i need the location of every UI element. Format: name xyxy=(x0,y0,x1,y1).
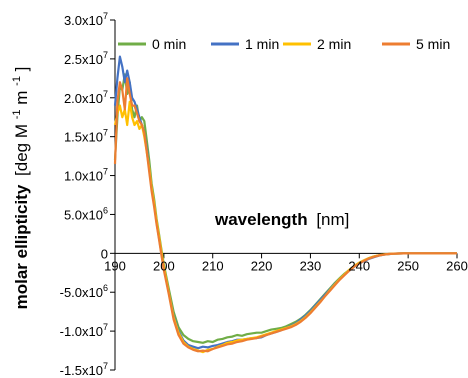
axes xyxy=(110,19,458,371)
legend-label: 5 min xyxy=(416,36,450,52)
y-axis-label-sup-1: -1 xyxy=(11,109,23,119)
x-tick-label: 220 xyxy=(251,258,273,273)
y-tick-label: -1.0x107 xyxy=(60,322,108,339)
x-tick-label: 210 xyxy=(202,258,224,273)
x-tick-label: 190 xyxy=(104,258,126,273)
series-line-5-min xyxy=(113,77,457,353)
y-tick-label: 2.5x107 xyxy=(64,50,108,67)
y-axis-label-unit-3: ] xyxy=(12,67,31,72)
y-tick-label: 5.0x106 xyxy=(64,205,108,222)
x-tick-label: 240 xyxy=(348,258,370,273)
y-tick-label: 3.0x107 xyxy=(64,11,108,28)
y-tick-label: 1.0x107 xyxy=(64,167,108,184)
x-axis-label-unit: [nm] xyxy=(316,210,349,229)
y-axis-label-sup-2: -1 xyxy=(11,76,23,86)
series-line-0-min xyxy=(113,73,457,344)
x-tick-labels: 190 200 210 220 230 240 250 260 xyxy=(104,258,468,273)
x-axis-label-bold: wavelength xyxy=(214,210,308,229)
y-axis-label-unit-1: [deg M xyxy=(12,124,31,176)
y-tick-label: 2.0x107 xyxy=(64,89,108,106)
y-axis-label: molar ellipticity [deg M -1 m -1 ] xyxy=(5,67,31,310)
series-layer xyxy=(113,55,457,354)
series-line-1-min xyxy=(113,55,457,350)
legend-label: 0 min xyxy=(152,36,186,52)
y-axis-label-unit-2: m xyxy=(12,91,31,105)
x-tick-label: 230 xyxy=(300,258,322,273)
legend-label: 1 min xyxy=(245,36,279,52)
y-tick-label: 0 xyxy=(101,246,108,261)
y-tick-label: -1.5x107 xyxy=(60,361,108,378)
y-tick-label: 1.5x107 xyxy=(64,128,108,145)
y-tick-label: -5.0x106 xyxy=(60,283,108,300)
x-tick-label: 250 xyxy=(397,258,419,273)
y-tick-labels: 3.0x107 2.5x107 2.0x107 1.5x107 1.0x107 5.0x1… xyxy=(60,11,108,378)
x-axis-label: wavelength [nm] xyxy=(214,210,349,229)
x-tick-label: 260 xyxy=(446,258,468,273)
y-axis-label-bold: molar ellipticity xyxy=(12,184,31,309)
legend-label: 2 min xyxy=(317,36,351,52)
x-tick-label: 200 xyxy=(153,258,175,273)
legend: 0 min 1 min 2 min 5 min xyxy=(118,36,450,52)
